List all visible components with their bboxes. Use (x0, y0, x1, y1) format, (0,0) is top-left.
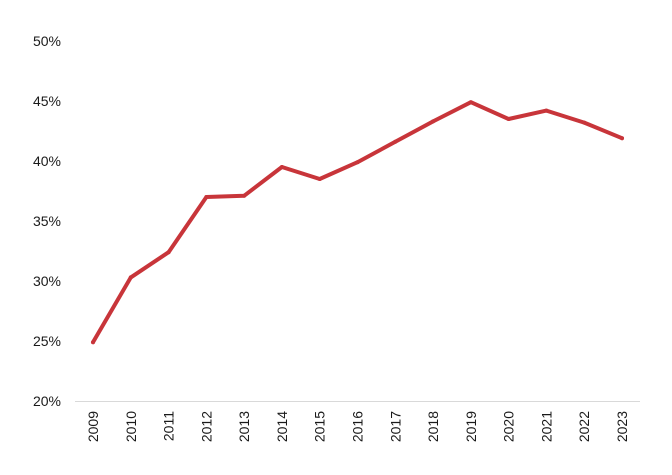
x-tick-label: 2017 (387, 411, 403, 442)
x-tick-label: 2016 (350, 411, 366, 442)
x-tick-label: 2022 (576, 411, 592, 442)
data-point (355, 160, 360, 165)
y-tick-label: 45% (33, 93, 61, 109)
x-tick-label: 2020 (501, 411, 517, 442)
data-point (91, 340, 95, 345)
y-tick-label: 20% (33, 393, 61, 409)
data-point (544, 108, 549, 113)
x-tick-label: 2015 (312, 411, 328, 442)
x-tick-label: 2023 (614, 411, 630, 442)
series-line (91, 100, 624, 345)
x-tick-label: 2021 (538, 411, 554, 442)
x-tick-label: 2011 (161, 411, 177, 441)
x-tick-label: 2013 (236, 411, 252, 442)
data-point (317, 177, 322, 181)
x-axis: 2009 2010 2011 2012 2013 2014 2015 2016 2017 2018… (75, 401, 640, 442)
data-point (582, 120, 587, 125)
y-tick-label: 25% (33, 333, 61, 349)
y-axis-ticks: 20% 25% 30% 35% 40% 45% 50% (33, 33, 61, 409)
y-tick-label: 40% (33, 153, 61, 169)
x-tick-label: 2019 (463, 411, 479, 442)
y-tick-label: 35% (33, 213, 61, 229)
data-point (128, 275, 133, 280)
data-point (204, 195, 209, 199)
x-tick-label: 2018 (425, 411, 441, 442)
x-tick-label: 2009 (85, 411, 101, 442)
x-tick-label: 2012 (198, 411, 214, 442)
data-point (620, 136, 624, 141)
data-point (431, 119, 436, 124)
data-point (166, 250, 171, 255)
y-tick-label: 30% (33, 273, 61, 289)
data-point (468, 100, 473, 105)
x-tick-label: 2010 (123, 411, 139, 442)
series-layer (91, 100, 624, 345)
data-point (506, 117, 511, 121)
data-point (242, 193, 247, 198)
y-tick-label: 50% (33, 33, 61, 49)
data-point (279, 165, 284, 169)
x-tick-label: 2014 (274, 411, 290, 442)
data-point (393, 139, 398, 144)
